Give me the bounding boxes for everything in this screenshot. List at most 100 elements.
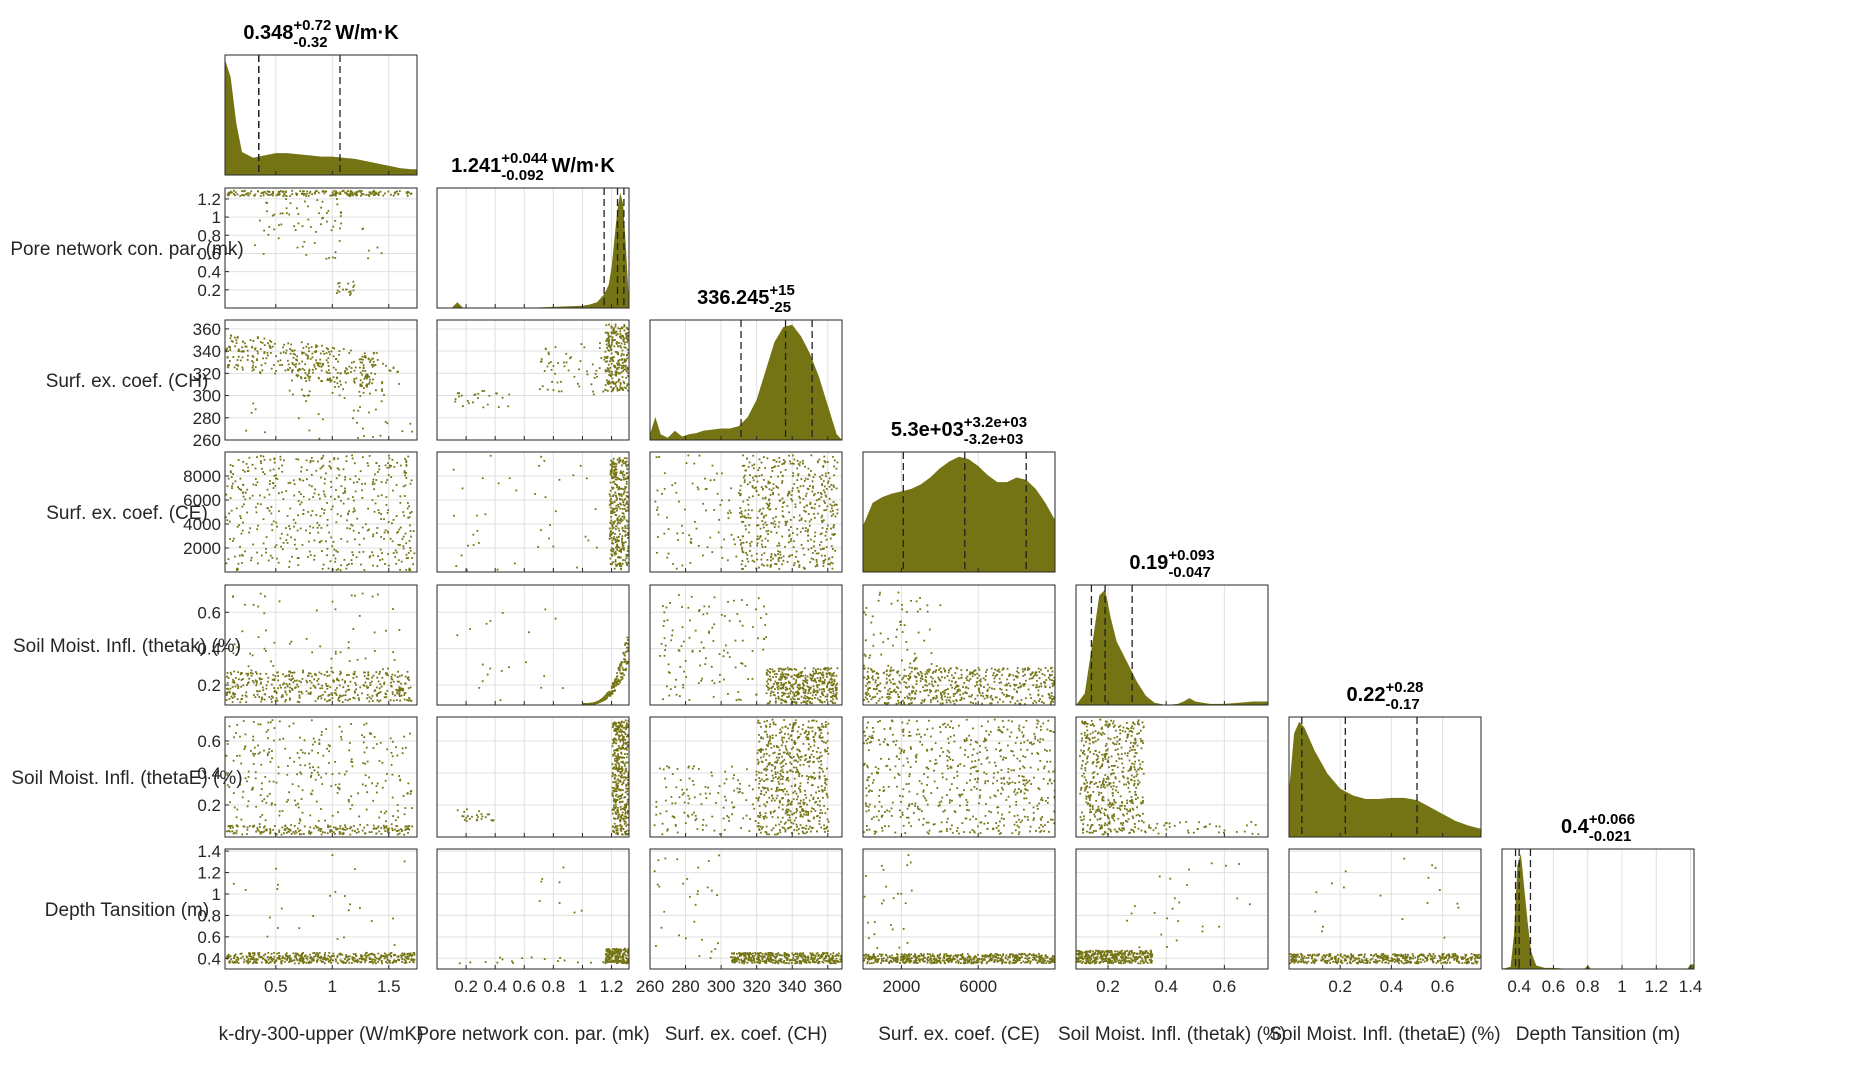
scatter-point <box>315 190 317 193</box>
scatter-point <box>865 684 868 687</box>
scatter-point <box>821 688 823 691</box>
scatter-point <box>1023 668 1026 671</box>
scatter-point <box>273 641 276 644</box>
scatter-point <box>752 479 755 482</box>
scatter-point <box>930 652 933 655</box>
scatter-point <box>606 369 609 372</box>
scatter-point <box>380 494 383 497</box>
scatter-point <box>828 681 831 684</box>
scatter-point <box>797 489 800 492</box>
scatter-point <box>560 380 562 383</box>
scatter-point <box>760 558 763 561</box>
scatter-point <box>820 541 823 543</box>
scatter-point <box>407 190 409 193</box>
scatter-point <box>625 554 628 557</box>
scatter-point <box>397 370 400 373</box>
scatter-point <box>263 344 266 347</box>
scatter-point <box>825 509 828 511</box>
scatter-point <box>810 518 813 521</box>
scatter-point <box>348 194 350 197</box>
scatter-point <box>712 695 715 698</box>
scatter-point <box>795 701 798 704</box>
scatter-point <box>1006 695 1009 697</box>
scatter-point <box>719 504 722 506</box>
scatter-point <box>1050 695 1053 698</box>
scatter-point <box>929 699 932 702</box>
scatter-point <box>386 530 389 533</box>
scatter-point <box>618 556 621 558</box>
scatter-point <box>326 687 329 690</box>
scatter-point <box>831 562 834 565</box>
scatter-point <box>915 600 918 603</box>
axes-frame <box>224 451 418 573</box>
scatter-point <box>379 559 381 562</box>
scatter-point <box>399 544 401 546</box>
scatter-point <box>292 671 294 674</box>
scatter-point <box>361 373 363 376</box>
scatter-point <box>614 560 617 563</box>
scatter-point <box>247 194 250 197</box>
scatter-point <box>275 521 278 524</box>
scatter-point <box>952 695 955 698</box>
scatter-point <box>403 698 406 701</box>
scatter-point <box>554 510 557 513</box>
scatter-point <box>621 542 624 545</box>
scatter-point <box>392 519 395 521</box>
scatter-point <box>612 460 615 463</box>
scatter-point <box>886 692 889 695</box>
scatter-point <box>626 524 629 527</box>
scatter-point <box>745 541 748 544</box>
scatter-point <box>966 679 968 682</box>
scatter-point <box>823 455 826 458</box>
scatter-point <box>623 515 626 518</box>
scatter-point <box>301 245 304 248</box>
scatter-point <box>611 466 614 468</box>
y-tick-label: 360 <box>193 320 221 339</box>
scatter-point <box>298 367 301 370</box>
scatter-point <box>823 690 826 693</box>
diag-panel-2 <box>649 319 843 441</box>
scatter-point <box>267 233 270 236</box>
scatter-point <box>244 470 246 473</box>
scatter-point <box>611 359 614 361</box>
scatter-point <box>320 833 323 836</box>
scatter-point <box>938 678 941 681</box>
scatter-point <box>944 669 947 672</box>
scatter-point <box>618 550 621 552</box>
scatter-point <box>332 366 335 369</box>
scatter-point <box>229 671 232 674</box>
scatter-point <box>784 468 787 471</box>
scatter-point <box>260 364 263 367</box>
scatter-point <box>339 215 342 217</box>
scatter-point <box>254 679 257 682</box>
scatter-point <box>272 487 275 489</box>
scatter-point <box>829 561 832 564</box>
scatter-point <box>330 657 333 660</box>
scatter-point <box>282 346 284 349</box>
scatter-point <box>810 557 813 560</box>
scatter-point <box>835 697 838 700</box>
scatter-point <box>269 554 272 557</box>
scatter-point <box>242 495 245 498</box>
scatter-point <box>674 482 677 485</box>
scatter-point <box>675 491 678 494</box>
scatter-point <box>780 673 782 676</box>
scatter-point <box>681 564 684 567</box>
scatter-point <box>301 692 304 695</box>
scatter-point <box>255 506 257 509</box>
scatter-point <box>325 347 328 350</box>
scatter-point <box>819 671 822 674</box>
y-tick-label: 340 <box>193 342 221 361</box>
scatter-point <box>230 509 233 512</box>
scatter-point <box>826 505 829 508</box>
y-tick-label: 0.2 <box>197 281 221 300</box>
scatter-point <box>460 394 463 397</box>
scatter-point <box>408 540 411 542</box>
scatter-point <box>864 692 867 695</box>
scatter-point <box>381 388 383 391</box>
scatter-point <box>304 363 307 366</box>
scatter-point <box>611 336 614 339</box>
scatter-point <box>408 697 411 699</box>
scatter-point <box>236 646 239 649</box>
scatter-point <box>244 345 247 348</box>
